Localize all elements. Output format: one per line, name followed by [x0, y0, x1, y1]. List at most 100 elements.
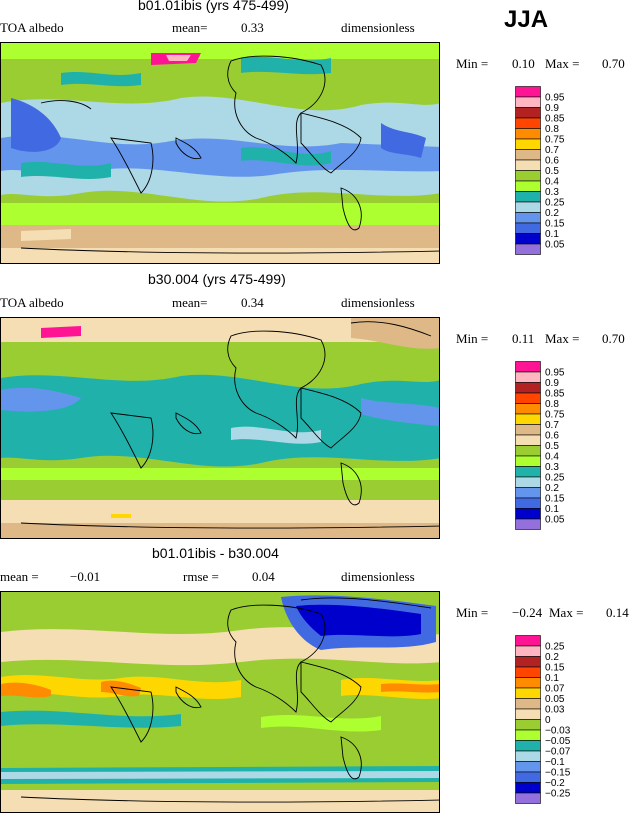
colorbar-swatch	[515, 445, 541, 457]
colorbar-swatch	[515, 201, 541, 213]
colorbar-level-label: 0.9	[545, 103, 559, 114]
colorbar-swatch	[515, 508, 541, 520]
panel2-units: dimensionless	[341, 295, 415, 310]
colorbar-swatch	[515, 392, 541, 404]
colorbar-swatch	[515, 212, 541, 224]
colorbar-level-label: 0.25	[545, 642, 565, 653]
panel2-mean-value: 0.34	[241, 295, 264, 310]
colorbar-level-label: 0.05	[545, 694, 565, 705]
colorbar-level-label: −0.15	[545, 768, 571, 779]
panel2-min-value: 0.11	[512, 331, 535, 346]
panel1-mean-value: 0.33	[241, 20, 264, 35]
colorbar-level-label: 0.9	[545, 378, 559, 389]
panel3-rmse-value: 0.04	[252, 569, 275, 584]
panel3-title: b01.01ibis - b30.004	[152, 545, 279, 561]
colorbar-swatch	[515, 117, 541, 129]
colorbar-swatch	[515, 466, 541, 478]
colorbar-swatch	[515, 159, 541, 171]
colorbar-swatch	[515, 708, 541, 720]
colorbar-swatch	[515, 170, 541, 182]
panel1-max-value: 0.70	[602, 56, 625, 71]
colorbar-swatch	[515, 487, 541, 499]
colorbar-swatch	[515, 403, 541, 415]
colorbar-swatch	[515, 656, 541, 668]
panel2-max-value: 0.70	[602, 331, 625, 346]
panel3-contour-field	[1, 592, 439, 812]
colorbar-level-label: 0.05	[545, 240, 565, 251]
colorbar-level-label: 0.07	[545, 684, 565, 695]
colorbar-level-label: −0.03	[545, 726, 571, 737]
colorbar-swatch	[515, 687, 541, 699]
colorbar-level-label: 0.95	[545, 368, 565, 379]
colorbar-swatch	[515, 455, 541, 467]
colorbar-level-label: 0.5	[545, 441, 559, 452]
colorbar-swatch	[515, 434, 541, 446]
panel1-contour-field	[1, 43, 439, 263]
colorbar-swatch	[515, 413, 541, 425]
colorbar-swatch	[515, 128, 541, 140]
colorbar-level-label: 0.6	[545, 431, 559, 442]
colorbar-swatch	[515, 635, 541, 647]
panel2-max-label: Max =	[545, 331, 580, 346]
colorbar-level-label: 0.75	[545, 410, 565, 421]
colorbar-swatch	[515, 96, 541, 108]
colorbar-level-label: 0.2	[545, 652, 559, 663]
panel1-mean-label: mean=	[172, 20, 208, 35]
panel3-map	[0, 591, 440, 813]
colorbar-swatch	[515, 222, 541, 234]
panel3-units: dimensionless	[341, 569, 415, 584]
colorbar-level-label: 0.75	[545, 135, 565, 146]
colorbar-level-label: 0.4	[545, 177, 559, 188]
panel1-min-value: 0.10	[512, 56, 535, 71]
colorbar-svg: 0.250.20.150.10.070.050.030−0.03−0.05−0.…	[515, 635, 571, 804]
colorbar-level-label: 0.15	[545, 663, 565, 674]
panel1-max-label: Max =	[545, 56, 580, 71]
colorbar-level-label: 0.3	[545, 462, 559, 473]
colorbar-level-label: 0.7	[545, 420, 559, 431]
colorbar-level-label: 0.85	[545, 389, 565, 400]
colorbar-svg: 0.950.90.850.80.750.70.60.50.40.30.250.2…	[515, 86, 565, 255]
panel2-map	[0, 317, 440, 539]
panel2-colorbar: 0.95 0.9 0.85 0.8 0.75 0.7 0.6 0.5 0.4 0.3 0.25 0.2…	[515, 361, 595, 531]
colorbar-level-label: 0.5	[545, 166, 559, 177]
colorbar-level-label: 0.2	[545, 208, 559, 219]
colorbar-swatch	[515, 371, 541, 383]
colorbar-swatch	[515, 740, 541, 752]
colorbar-swatch	[515, 645, 541, 657]
colorbar-swatch	[515, 497, 541, 509]
panel1-units: dimensionless	[341, 20, 415, 35]
panel2-contour-field	[1, 318, 439, 538]
panel3-colorbar: 0.25 0.2 0.15 0.1 0.07 0.05 0.03 0 −0.03 −0.05 −0.…	[515, 635, 595, 805]
colorbar-level-label: −0.07	[545, 747, 571, 758]
panel3-max-value: 0.14	[606, 605, 629, 620]
colorbar-swatch	[515, 361, 541, 373]
colorbar-swatch	[515, 180, 541, 192]
colorbar-level-label: 0.4	[545, 452, 559, 463]
season-label: JJA	[504, 6, 549, 33]
panel1-min-label: Min =	[456, 56, 489, 71]
colorbar-swatch	[515, 698, 541, 710]
colorbar-level-label: 0.03	[545, 705, 565, 716]
colorbar-level-label: 0	[545, 715, 551, 726]
panel2-variable-label: TOA albedo	[0, 295, 64, 310]
colorbar-svg: 0.950.90.850.80.750.70.60.50.40.30.250.2…	[515, 361, 565, 530]
colorbar-swatch	[515, 518, 541, 530]
panel1-colorbar: 0.95 0.9 0.85 0.8 0.75 0.7 0.6 0.5 0.4 0.3 0.25 0.2…	[515, 86, 595, 256]
colorbar-level-label: −0.1	[545, 757, 565, 768]
colorbar-level-label: 0.6	[545, 156, 559, 167]
colorbar-swatch	[515, 476, 541, 488]
colorbar-level-label: −0.2	[545, 778, 565, 789]
colorbar-swatch	[515, 191, 541, 203]
colorbar-swatch	[515, 149, 541, 161]
panel2-mean-label: mean=	[172, 295, 208, 310]
colorbar-swatch	[515, 138, 541, 150]
panel2-min-label: Min =	[456, 331, 489, 346]
colorbar-level-label: 0.25	[545, 473, 565, 484]
colorbar-level-label: 0.85	[545, 114, 565, 125]
colorbar-swatch	[515, 666, 541, 678]
colorbar-level-label: 0.95	[545, 93, 565, 104]
colorbar-level-label: 0.25	[545, 198, 565, 209]
colorbar-swatch	[515, 677, 541, 689]
panel3-mean-label: mean =	[0, 569, 39, 584]
panel3-mean-value: −0.01	[70, 569, 101, 584]
